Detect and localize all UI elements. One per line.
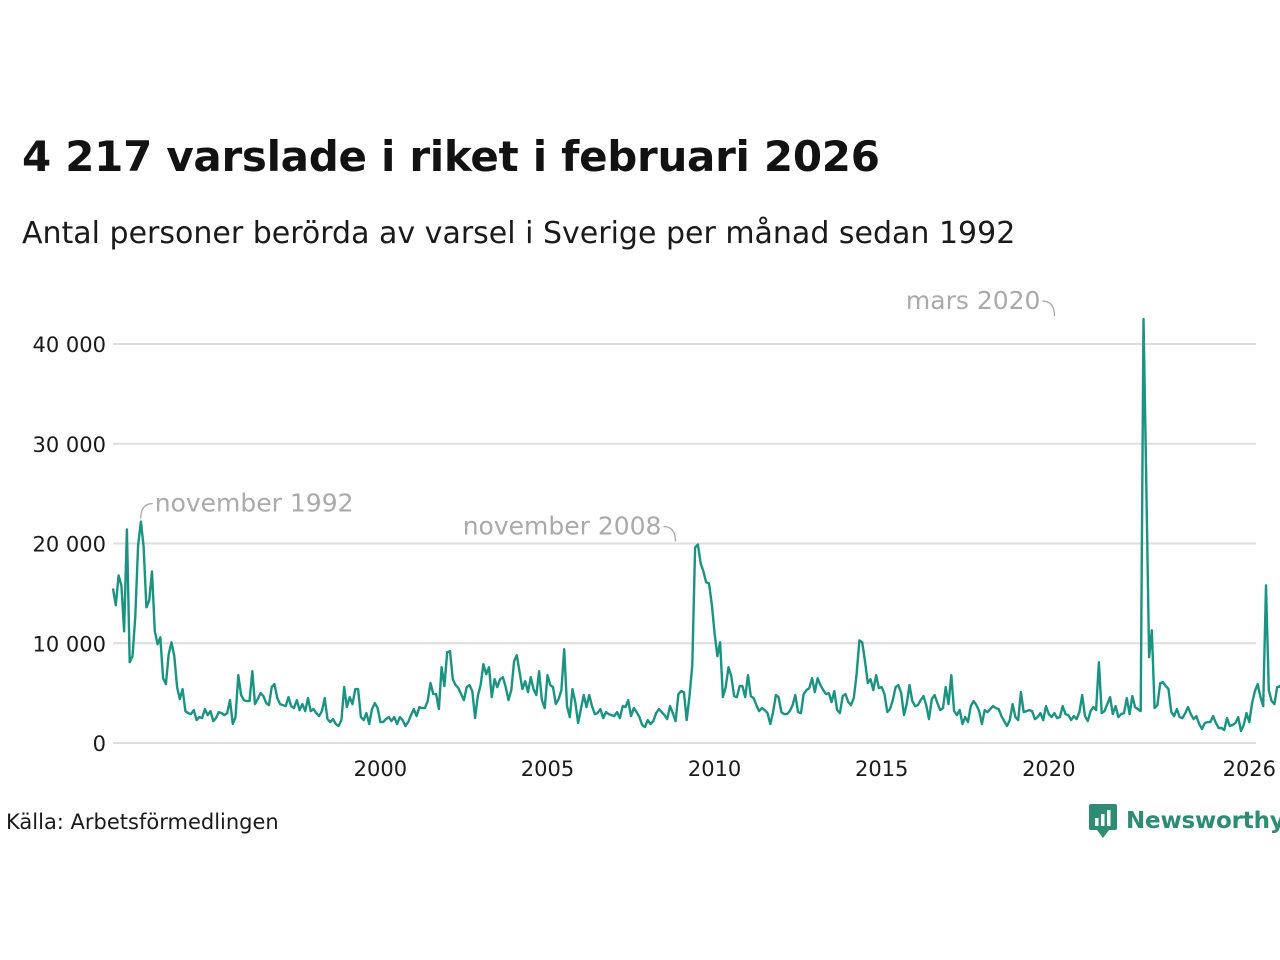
y-tick-label: 30 000 [33, 433, 106, 457]
annotation-connector [663, 525, 677, 542]
x-tick-label: 2026 [1223, 757, 1276, 781]
y-tick-label: 0 [93, 732, 106, 756]
chart-title: 4 217 varslade i riket i februari 2026 [22, 132, 880, 181]
y-tick-label: 40 000 [33, 333, 106, 357]
peak-annotation: november 1992 [155, 489, 354, 518]
x-tick-label: 2000 [354, 757, 407, 781]
annotation-connector [140, 502, 153, 519]
newsworthy-logo-icon [1089, 804, 1117, 838]
x-tick-label: 2010 [688, 757, 741, 781]
y-tick-label: 10 000 [33, 632, 106, 656]
series-line-varslade [111, 317, 1280, 733]
source-note: Källa: Arbetsförmedlingen [6, 810, 279, 834]
annotation-connector [1042, 300, 1056, 317]
peak-annotation: mars 2020 [906, 286, 1041, 315]
x-tick-label: 2005 [521, 757, 574, 781]
peak-annotation: november 2008 [463, 511, 662, 540]
brand-name: Newsworthy [1126, 808, 1280, 834]
y-tick-label: 20 000 [33, 533, 106, 557]
x-tick-label: 2015 [855, 757, 908, 781]
chart-subtitle: Antal personer berörda av varsel i Sveri… [22, 216, 1016, 251]
brand-logo: Newsworthy [1088, 803, 1280, 839]
x-tick-label: 2020 [1022, 757, 1075, 781]
